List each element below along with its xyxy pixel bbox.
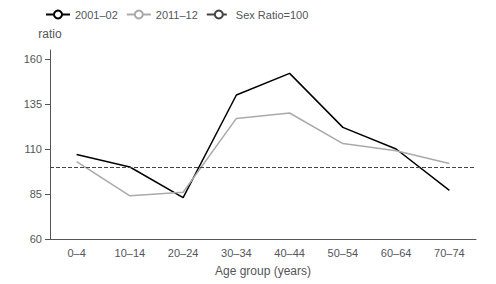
svg-text:0–4: 0–4 <box>67 247 85 259</box>
svg-text:70–74: 70–74 <box>434 247 465 259</box>
svg-text:30–34: 30–34 <box>221 247 252 259</box>
svg-text:60: 60 <box>30 233 42 245</box>
svg-text:2011–12: 2011–12 <box>156 9 198 21</box>
svg-text:Sex Ratio=100: Sex Ratio=100 <box>236 9 308 21</box>
svg-text:50–54: 50–54 <box>328 247 359 259</box>
svg-text:ratio: ratio <box>38 27 62 41</box>
svg-text:2001–02: 2001–02 <box>75 9 118 21</box>
svg-text:135: 135 <box>24 98 42 110</box>
svg-text:60–64: 60–64 <box>381 247 412 259</box>
svg-text:160: 160 <box>24 53 42 65</box>
svg-text:85: 85 <box>30 188 42 200</box>
svg-text:110: 110 <box>24 143 42 155</box>
svg-text:10–14: 10–14 <box>115 247 146 259</box>
svg-text:Age group (years): Age group (years) <box>215 264 311 278</box>
svg-text:40–44: 40–44 <box>274 247 305 259</box>
svg-text:20–24: 20–24 <box>168 247 199 259</box>
